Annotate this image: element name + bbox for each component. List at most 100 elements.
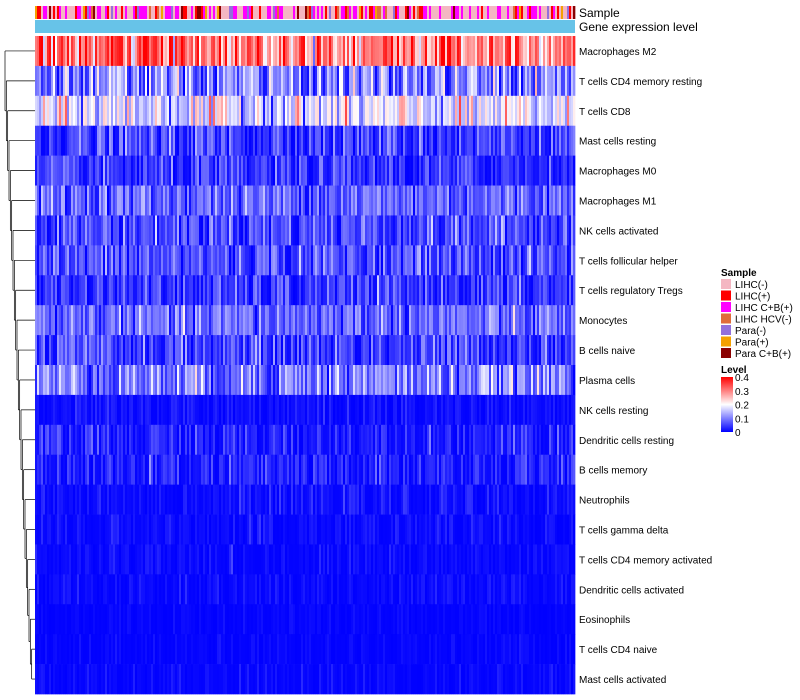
heatmap-cell (305, 215, 308, 246)
heatmap-cell (411, 394, 414, 426)
heatmap-cell (323, 65, 326, 97)
heatmap-cell (251, 275, 254, 306)
heatmap-cell (321, 245, 324, 276)
heatmap-cell (133, 95, 136, 127)
sample-cell (395, 6, 398, 19)
heatmap-cell (363, 275, 366, 306)
heatmap-cell (197, 454, 200, 485)
sample-cell (177, 6, 180, 19)
heatmap-cell (447, 454, 450, 485)
heatmap-cell (149, 245, 152, 276)
sample-cell (143, 6, 146, 19)
heatmap-cell (351, 215, 354, 246)
heatmap-cell (139, 95, 142, 127)
heatmap-cell (549, 36, 552, 67)
heatmap-cell (445, 335, 448, 366)
heatmap-cell (475, 275, 478, 306)
heatmap-cell (361, 454, 364, 485)
heatmap-cell (331, 36, 334, 67)
heatmap-cell (241, 275, 244, 306)
heatmap-cell (167, 394, 170, 426)
heatmap-cell (485, 424, 488, 456)
heatmap-cell (545, 155, 548, 186)
heatmap-cell (161, 484, 164, 515)
heatmap-cell (37, 305, 40, 336)
heatmap-cell (337, 514, 340, 545)
heatmap-cell (295, 424, 298, 456)
heatmap-cell (285, 36, 288, 67)
heatmap-cell (307, 215, 310, 246)
sample-cell (375, 6, 378, 19)
heatmap-cell (65, 514, 68, 545)
heatmap-cell (287, 65, 290, 97)
heatmap-cell (87, 185, 90, 216)
heatmap-cell (249, 215, 252, 246)
heatmap-cell (333, 514, 336, 545)
heatmap-cell (291, 155, 294, 186)
sample-cell (159, 6, 162, 19)
heatmap-cell (213, 394, 216, 426)
sample-cell (349, 6, 352, 19)
heatmap-cell (239, 65, 242, 97)
heatmap-cell (499, 125, 502, 156)
heatmap-cell (511, 155, 514, 186)
heatmap-cell (409, 305, 412, 336)
sample-cell (343, 6, 346, 19)
heatmap-cell (215, 305, 218, 336)
heatmap-cell (305, 424, 308, 456)
heatmap-cell (79, 95, 82, 127)
heatmap-cell (79, 484, 82, 515)
sample-cell (423, 6, 426, 19)
heatmap-cell (457, 454, 460, 485)
heatmap-cell (407, 394, 410, 426)
heatmap-cell (553, 365, 556, 396)
heatmap-cell (439, 245, 442, 276)
heatmap-cell (485, 454, 488, 485)
heatmap-cell (509, 365, 512, 396)
heatmap-cell (247, 514, 250, 545)
heatmap-cell (119, 215, 122, 246)
heatmap-cell (115, 245, 118, 276)
heatmap-cell (37, 125, 40, 156)
heatmap-cell (459, 484, 462, 515)
heatmap-cell (311, 36, 314, 67)
heatmap-cell (205, 305, 208, 336)
heatmap-cell (91, 155, 94, 186)
heatmap-cell (521, 514, 524, 545)
sample-cell (121, 6, 124, 19)
heatmap-cell (41, 305, 44, 336)
heatmap-cell (295, 185, 298, 216)
heatmap-cell (305, 245, 308, 276)
heatmap-cell (565, 36, 568, 67)
heatmap-cell (305, 514, 308, 545)
heatmap-cell (373, 215, 376, 246)
heatmap-cell (429, 394, 432, 426)
heatmap-cell (103, 454, 106, 485)
heatmap-cell (117, 245, 120, 276)
heatmap-cell (357, 155, 360, 186)
heatmap-cell (441, 365, 444, 396)
heatmap-cell (341, 65, 344, 97)
heatmap-cell (449, 365, 452, 396)
heatmap-cell (65, 155, 68, 186)
heatmap-cell (145, 424, 148, 456)
heatmap-cell (91, 36, 94, 67)
heatmap-cell (495, 185, 498, 216)
heatmap-cell (275, 454, 278, 485)
heatmap-cell (495, 305, 498, 336)
heatmap-cell (421, 275, 424, 306)
heatmap-cell (313, 424, 316, 456)
heatmap-cell (287, 95, 290, 127)
heatmap-cell (505, 335, 508, 366)
heatmap-cell (449, 155, 452, 186)
heatmap-cell (385, 155, 388, 186)
heatmap-cell (397, 275, 400, 306)
heatmap-cell (439, 185, 442, 216)
heatmap-cell (413, 36, 416, 67)
heatmap-cell (219, 514, 222, 545)
heatmap-cell (421, 245, 424, 276)
heatmap-cell (217, 36, 220, 67)
heatmap-cell (391, 365, 394, 396)
heatmap-cell (221, 95, 224, 127)
heatmap-cell (225, 65, 228, 97)
